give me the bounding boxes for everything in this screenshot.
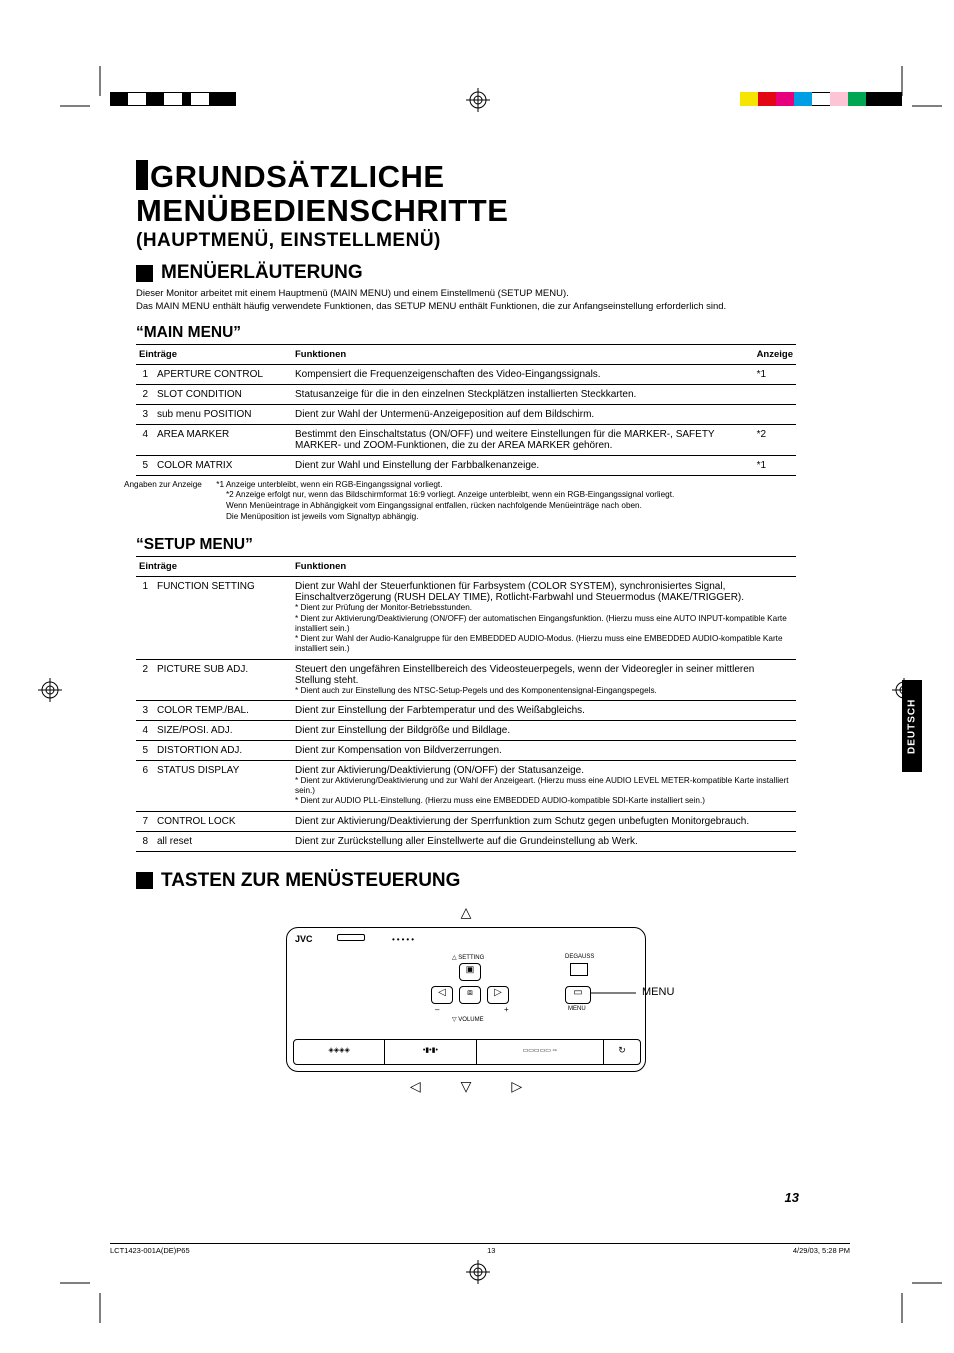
bottom-triangles: ◁ ▽ ▷ bbox=[410, 1078, 522, 1095]
col-header-items: Einträge bbox=[136, 344, 292, 364]
left-button: ◁ bbox=[431, 986, 453, 1004]
ir-window-icon bbox=[337, 934, 365, 941]
registration-colorbar-right bbox=[740, 92, 902, 106]
table-row: 7CONTROL LOCKDient zur Aktivierung/Deakt… bbox=[136, 811, 796, 831]
menu-callout-label: MENU bbox=[642, 986, 674, 998]
print-footer: LCT1423-001A(DE)P65 13 4/29/03, 5:28 PM bbox=[110, 1243, 850, 1255]
square-bullet-icon bbox=[136, 265, 153, 282]
setup-menu-table: Einträge Funktionen 1FUNCTION SETTING Di… bbox=[136, 556, 796, 851]
footer-date: 4/29/03, 5:28 PM bbox=[793, 1246, 850, 1255]
menu-button: ▭ bbox=[565, 986, 591, 1004]
main-menu-footnotes: Angaben zur Anzeige *1 Anzeige unterblei… bbox=[136, 480, 796, 523]
registration-mark-icon bbox=[38, 678, 62, 702]
col-header-items: Einträge bbox=[136, 557, 292, 577]
right-button: ▷ bbox=[487, 986, 509, 1004]
table-row: 3COLOR TEMP./BAL.Dient zur Einstellung d… bbox=[136, 700, 796, 720]
registration-mark-icon bbox=[466, 88, 490, 112]
table-row: 6STATUS DISPLAY Dient zur Aktivierung/De… bbox=[136, 760, 796, 811]
table-row: 5COLOR MATRIXDient zur Wahl und Einstell… bbox=[136, 455, 796, 475]
section-heading-explanation: MENÜERLÄUTERUNG bbox=[136, 262, 796, 284]
page-number: 13 bbox=[785, 1190, 799, 1205]
setup-menu-heading: “SETUP MENU” bbox=[136, 536, 796, 554]
crop-mark-icon bbox=[892, 66, 942, 116]
registration-mark-icon bbox=[466, 1260, 490, 1284]
registration-colorbar-left bbox=[110, 92, 236, 106]
table-row: 2PICTURE SUB ADJ. Steuert den ungefähren… bbox=[136, 659, 796, 700]
brand-dots-icon: ••••• bbox=[392, 935, 416, 944]
language-tab: DEUTSCH bbox=[902, 680, 922, 772]
square-bullet-icon bbox=[136, 872, 153, 889]
jvc-logo: JVC bbox=[295, 934, 313, 944]
remote-control-diagram: JVC ••••• △ SETTING ▣ ◁ – ⧈ ▷ + ▽ VOLUME… bbox=[286, 927, 646, 1072]
intro-paragraph: Dieser Monitor arbeitet mit einem Hauptm… bbox=[136, 288, 796, 314]
col-header-functions: Funktionen bbox=[292, 557, 796, 577]
col-header-functions: Funktionen bbox=[292, 344, 754, 364]
remote-illustration: △ JVC ••••• △ SETTING ▣ ◁ – ⧈ ▷ + ▽ VOLU… bbox=[136, 904, 796, 1095]
table-row: 5DISTORTION ADJ.Dient zur Kompensation v… bbox=[136, 740, 796, 760]
table-row: 2SLOT CONDITIONStatusanzeige für die in … bbox=[136, 384, 796, 404]
crop-mark-icon bbox=[892, 1273, 942, 1323]
triangle-right-icon: ▷ bbox=[511, 1078, 522, 1095]
triangle-left-icon: ◁ bbox=[410, 1078, 421, 1095]
page-content: GRUNDSÄTZLICHE MENÜBEDIENSCHRITTE (HAUPT… bbox=[136, 160, 796, 1095]
crop-mark-icon bbox=[60, 1273, 110, 1323]
degauss-button bbox=[570, 963, 588, 976]
table-row: 4SIZE/POSI. ADJ.Dient zur Einstellung de… bbox=[136, 720, 796, 740]
table-row: 8all resetDient zur Zurückstellung aller… bbox=[136, 831, 796, 851]
crop-mark-icon bbox=[60, 66, 110, 116]
section-heading-buttons: TASTEN ZUR MENÜSTEUERUNG bbox=[136, 870, 796, 892]
footer-filename: LCT1423-001A(DE)P65 bbox=[110, 1246, 190, 1255]
triangle-down-icon: ▽ bbox=[461, 1078, 472, 1095]
col-header-display: Anzeige bbox=[754, 344, 796, 364]
table-row: 1FUNCTION SETTING Dient zur Wahl der Ste… bbox=[136, 577, 796, 659]
table-row: 3sub menu POSITIONDient zur Wahl der Unt… bbox=[136, 404, 796, 424]
bottom-button-strip: ◈◈◈◈ •▮•▮• ▭▭▭▭▭ ▫▫ ↻ bbox=[293, 1039, 641, 1065]
main-title: GRUNDSÄTZLICHE MENÜBEDIENSCHRITTE bbox=[136, 160, 796, 228]
up-button: ▣ bbox=[459, 963, 481, 981]
main-menu-heading: “MAIN MENU” bbox=[136, 324, 796, 342]
table-row: 4AREA MARKERBestimmt den Einschaltstatus… bbox=[136, 424, 796, 455]
center-button: ⧈ bbox=[459, 986, 481, 1004]
subtitle: (HAUPTMENÜ, EINSTELLMENÜ) bbox=[136, 230, 796, 252]
table-row: 1APERTURE CONTROLKompensiert die Frequen… bbox=[136, 364, 796, 384]
main-menu-table: Einträge Funktionen Anzeige 1APERTURE CO… bbox=[136, 344, 796, 476]
footer-page: 13 bbox=[487, 1246, 495, 1255]
triangle-up-icon: △ bbox=[461, 904, 472, 921]
